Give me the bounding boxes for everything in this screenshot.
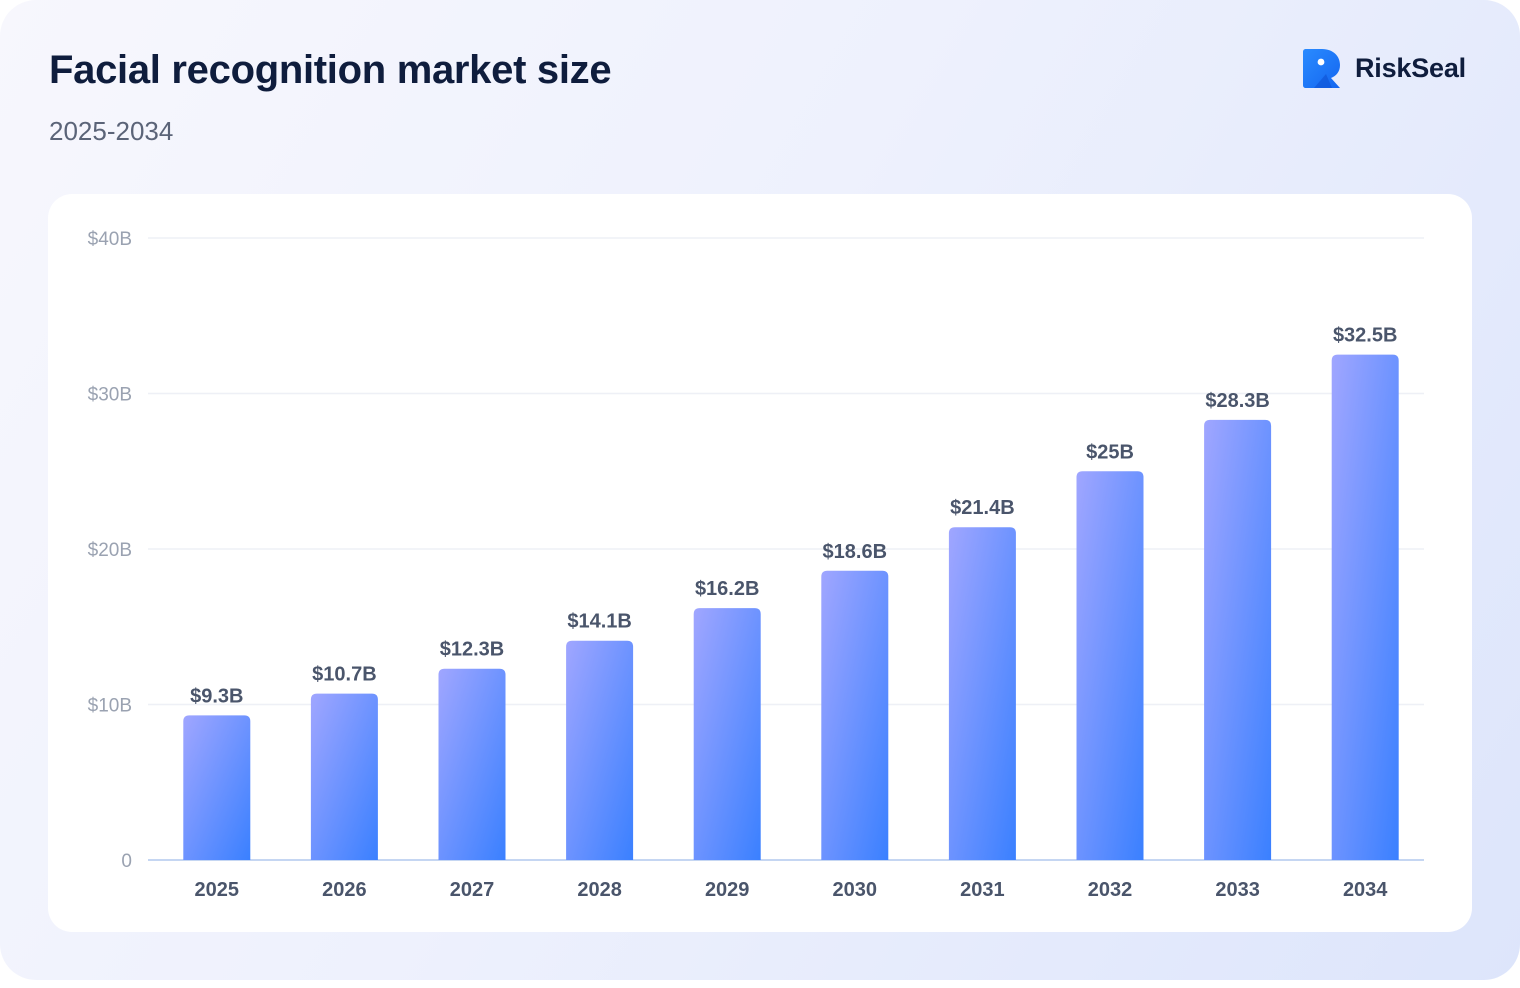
x-tick-label: 2026 [322, 879, 367, 901]
y-tick-label: $20B [88, 540, 132, 561]
bar-2032 [1076, 471, 1144, 860]
x-tick-label: 2034 [1343, 879, 1388, 901]
bar-value-label: $32.5B [1333, 325, 1398, 347]
bar-value-label: $14.1B [567, 611, 632, 633]
x-tick-label: 2033 [1215, 879, 1260, 901]
brand-name: RiskSeal [1355, 52, 1466, 83]
x-tick-label: 2029 [705, 879, 750, 901]
bar-2025 [183, 715, 251, 860]
y-tick-label: 0 [121, 851, 132, 872]
bar-value-label: $10.7B [312, 664, 377, 686]
riskseal-logo-icon [1303, 49, 1340, 88]
bar-value-label: $18.6B [823, 541, 888, 563]
bar-value-label: $16.2B [695, 578, 760, 600]
bar-value-label: $12.3B [440, 639, 505, 661]
bar-2028 [566, 640, 634, 860]
y-tick-label: $40B [88, 229, 132, 250]
bar-value-label: $28.3B [1205, 390, 1270, 412]
x-tick-label: 2027 [450, 879, 495, 901]
chart-title: Facial recognition market size [49, 48, 612, 92]
bar-2034 [1331, 354, 1399, 860]
bar-chart: 0 $10B $20B $30B $40B $9.3B $10.7B $12.3B $14.1… [88, 229, 1424, 901]
bar-2027 [438, 668, 506, 860]
y-tick-label: $10B [88, 696, 132, 717]
bar-value-label: $25B [1086, 441, 1134, 463]
bar-value-labels: $9.3B $10.7B $12.3B $14.1B $16.2B $18.6B $21.4… [190, 325, 1397, 708]
bar-value-label: $9.3B [190, 685, 243, 707]
bar-2030 [821, 570, 889, 860]
bar-2029 [693, 608, 761, 860]
x-tick-label: 2028 [577, 879, 622, 901]
x-tick-label: 2030 [833, 879, 878, 901]
x-axis-tick-labels: 2025 2026 2027 2028 2029 2030 2031 2032 2033 2034 [195, 879, 1389, 901]
brand-logo: RiskSeal [1302, 46, 1466, 90]
bar-2026 [310, 693, 378, 860]
bar-2033 [1204, 419, 1272, 860]
x-tick-label: 2032 [1088, 879, 1133, 901]
bar-value-label: $21.4B [950, 497, 1015, 519]
y-axis-tick-labels: 0 $10B $20B $30B $40B [88, 229, 132, 872]
y-tick-label: $30B [88, 385, 132, 406]
x-tick-label: 2031 [960, 879, 1005, 901]
x-tick-label: 2025 [195, 879, 240, 901]
chart-card: 0 $10B $20B $30B $40B $9.3B $10.7B $12.3B $14.1… [48, 194, 1472, 932]
chart-subtitle: 2025-2034 [49, 116, 174, 146]
bars [183, 354, 1399, 860]
bar-2031 [948, 527, 1016, 860]
